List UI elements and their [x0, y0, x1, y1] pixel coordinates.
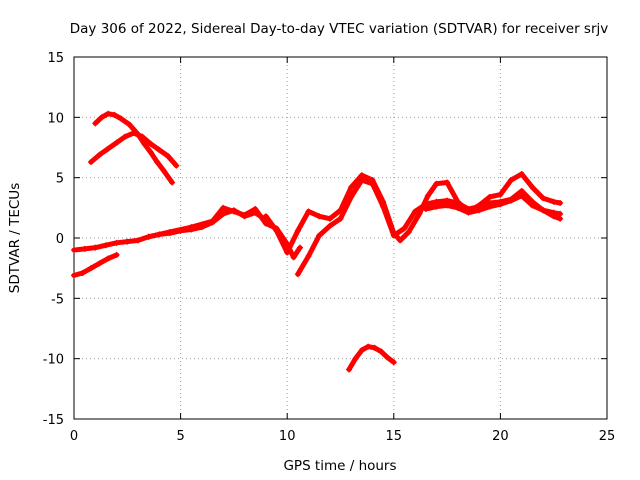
data-trace [529, 184, 546, 201]
data-point [173, 162, 180, 169]
x-tick-label: 25 [599, 429, 616, 444]
series-arc-8 [422, 192, 564, 217]
data-trace [274, 228, 290, 255]
y-tick-label: 0 [56, 232, 64, 247]
data-point [390, 359, 397, 366]
y-tick-label: 15 [47, 51, 64, 66]
data-trace [369, 181, 386, 210]
axis-ticks: 0 5 10 15 20 25 -15 -10 -5 0 5 10 15 [43, 51, 616, 444]
y-tick-label: -5 [51, 292, 64, 307]
data-trace [338, 194, 354, 222]
series-arc-3 [92, 110, 176, 186]
x-tick-label: 5 [176, 429, 184, 444]
data-point [296, 244, 303, 251]
y-tick-label: -15 [43, 413, 64, 428]
data-trace [348, 177, 365, 200]
chart-title: Day 306 of 2022, Sidereal Day-to-day VTE… [70, 21, 609, 37]
data-trace [165, 153, 179, 169]
x-tick-label: 15 [386, 429, 403, 444]
data-trace [263, 213, 280, 234]
x-tick-label: 10 [279, 429, 296, 444]
data-trace [406, 211, 422, 235]
data-trace [295, 208, 312, 234]
series-arc-9 [346, 343, 397, 373]
data-trace [291, 245, 303, 260]
data-trace [188, 218, 216, 230]
series-arc-2 [71, 251, 120, 279]
data-trace [519, 171, 535, 190]
data-trace [210, 205, 226, 224]
x-tick-label: 20 [492, 429, 509, 444]
data-trace [105, 252, 120, 262]
data-trace [146, 229, 173, 240]
data-trace [252, 206, 269, 227]
data-trace [519, 188, 535, 205]
data-trace [384, 354, 397, 365]
data-point [557, 210, 564, 217]
data-trace [284, 228, 301, 255]
data-trace [306, 233, 322, 259]
y-axis-label: SDTVAR / TECUs [7, 183, 23, 293]
data-point [169, 179, 176, 186]
x-tick-label: 0 [70, 429, 78, 444]
series-arc-7 [294, 177, 564, 278]
data-trace [348, 172, 365, 190]
data-point [557, 200, 564, 207]
y-tick-label: 5 [56, 172, 64, 187]
data-trace [295, 253, 312, 277]
data-trace [444, 179, 461, 205]
data-trace [497, 177, 514, 198]
y-tick-label: -10 [43, 353, 64, 368]
data-trace [161, 167, 175, 185]
data-trace [167, 224, 194, 235]
data-trace [380, 204, 397, 239]
data-points [71, 110, 564, 373]
data-point [113, 251, 120, 258]
y-tick-label: 10 [47, 111, 64, 126]
series-arc-4 [88, 130, 180, 169]
data-trace [338, 184, 354, 213]
data-trace [401, 208, 418, 231]
x-axis-label: GPS time / hours [283, 458, 396, 474]
